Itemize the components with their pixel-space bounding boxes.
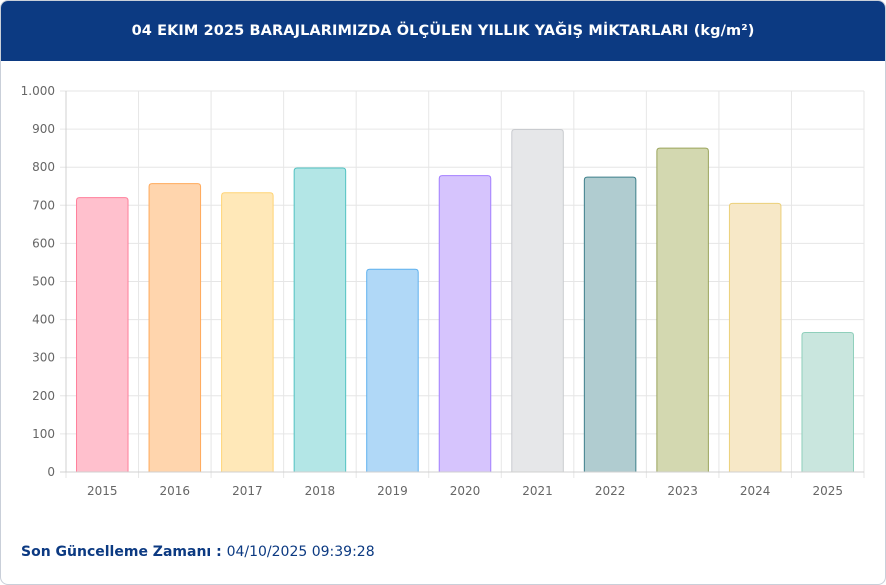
y-tick-label: 1.000 bbox=[21, 84, 55, 98]
bar-2023[interactable] bbox=[656, 147, 709, 472]
y-tick-label: 300 bbox=[32, 351, 55, 365]
last-updated-label: Son Güncelleme Zamanı bbox=[21, 544, 212, 560]
chart-header: 04 EKIM 2025 BARAJLARIMIZDA ÖLÇÜLEN YILL… bbox=[1, 1, 885, 61]
y-tick-label: 100 bbox=[32, 427, 55, 441]
x-tick-label: 2022 bbox=[595, 484, 626, 498]
bar-2022[interactable] bbox=[583, 176, 637, 472]
bar-2020[interactable] bbox=[438, 175, 492, 472]
bar-2018[interactable] bbox=[293, 167, 347, 472]
bar-2016[interactable] bbox=[148, 183, 202, 472]
x-tick-label: 2015 bbox=[87, 484, 118, 498]
y-tick-label: 600 bbox=[32, 236, 55, 250]
x-tick-label: 2023 bbox=[667, 484, 698, 498]
bar-2024[interactable] bbox=[728, 202, 782, 472]
y-tick-label: 500 bbox=[32, 275, 55, 289]
x-tick-label: 2025 bbox=[812, 484, 843, 498]
last-updated-separator: : bbox=[211, 544, 227, 560]
bar-chart: 0 100 200 300 400 500 600 700 800 900 1.000 2015 201… bbox=[21, 84, 865, 498]
y-tick-label: 700 bbox=[32, 198, 55, 212]
y-tick-label: 400 bbox=[32, 313, 55, 327]
x-tick-label: 2024 bbox=[740, 484, 771, 498]
chart-title: 04 EKIM 2025 BARAJLARIMIZDA ÖLÇÜLEN YILL… bbox=[131, 23, 755, 39]
bar-2015[interactable] bbox=[76, 197, 129, 472]
x-tick-label: 2019 bbox=[377, 484, 408, 498]
bar-2025[interactable] bbox=[801, 332, 854, 472]
x-tick-label: 2018 bbox=[305, 484, 336, 498]
last-updated: Son Güncelleme Zamanı : 04/10/2025 09:39… bbox=[21, 544, 375, 560]
y-tick-label: 0 bbox=[47, 465, 55, 479]
last-updated-value: 04/10/2025 09:39:28 bbox=[226, 544, 375, 560]
y-tick-label: 900 bbox=[32, 122, 55, 136]
x-tick-label: 2020 bbox=[450, 484, 481, 498]
x-tick-label: 2016 bbox=[160, 484, 191, 498]
y-tick-label: 800 bbox=[32, 160, 55, 174]
x-tick-label: 2017 bbox=[232, 484, 263, 498]
bar-2019[interactable] bbox=[366, 268, 419, 472]
x-tick-label: 2021 bbox=[522, 484, 553, 498]
chart-area: 0 100 200 300 400 500 600 700 800 900 1.000 2015 201… bbox=[1, 61, 885, 521]
bar-2017[interactable] bbox=[221, 192, 274, 472]
bar-2021[interactable] bbox=[511, 128, 564, 472]
y-tick-label: 200 bbox=[32, 389, 55, 403]
